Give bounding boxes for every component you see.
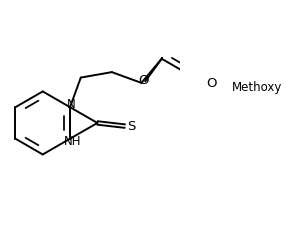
Text: N: N (67, 98, 76, 111)
Text: O: O (138, 74, 149, 87)
Text: Methoxy: Methoxy (231, 81, 282, 94)
Text: O: O (206, 77, 217, 90)
Text: NH: NH (64, 135, 81, 148)
Text: S: S (127, 120, 135, 133)
